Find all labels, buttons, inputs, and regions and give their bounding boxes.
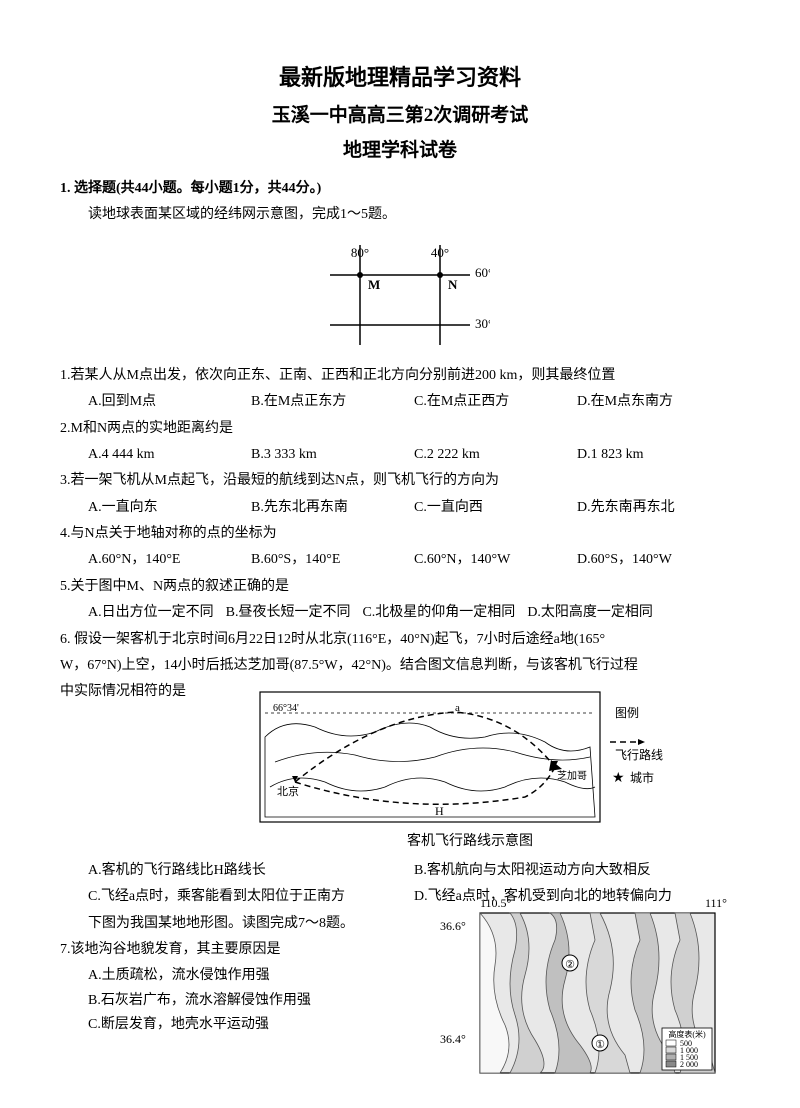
scale-2000: 2 000 <box>680 1060 698 1069</box>
q7-text: 7.该地沟谷地貌发育，其主要原因是 <box>60 939 430 961</box>
q1-b: B.在M点正东方 <box>251 391 414 413</box>
lon-right-label: 40° <box>431 245 449 260</box>
sub-title-1: 玉溪一中高高三第2次调研考试 <box>60 101 740 131</box>
q1-a: A.回到M点 <box>88 391 251 413</box>
q3-d: D.先东南再东北 <box>577 497 740 519</box>
q7-c: C.断层发育，地壳水平运动强 <box>60 1014 430 1036</box>
diagram2-caption: 客机飞行路线示意图 <box>200 831 740 853</box>
q6-options-row1: A.客机的飞行路线比H路线长 B.客机航向与太阳视运动方向大致相反 <box>60 860 740 882</box>
diagram-graticule: 80° 40° 60° 30° M N <box>60 235 740 355</box>
q7-a: A.土质疏松，流水侵蚀作用强 <box>60 965 430 987</box>
q7-instruction: 下图为我国某地地形图。读图完成7～8题。 <box>60 913 430 935</box>
q5-d: D.太阳高度一定相同 <box>527 602 653 624</box>
arctic-circle-label: 66°34' <box>273 703 299 714</box>
q3-text: 3.若一架飞机从M点起飞，沿最短的航线到达N点，则飞机飞行的方向为 <box>60 470 740 492</box>
q5-b: B.昼夜长短一定不同 <box>226 602 351 624</box>
q6-block: 6. 假设一架客机于北京时间6月22日12时从北京(116°E，40°N)起飞，… <box>60 629 740 909</box>
q6-line3: 中实际情况相符的是 <box>60 681 200 859</box>
chicago-label: 芝加哥 <box>557 769 587 782</box>
lat-bottom: 36.4° <box>440 1032 466 1046</box>
q5-c: C.北极星的仰角一定相同 <box>362 602 515 624</box>
q3-a: A.一直向东 <box>88 497 251 519</box>
q5-options: A.日出方位一定不同 B.昼夜长短一定不同 C.北极星的仰角一定相同 D.太阳高… <box>60 602 740 624</box>
q6-c: C.飞经a点时，乘客能看到太阳位于正南方 <box>88 886 414 908</box>
legend-title: 图例 <box>615 706 639 720</box>
marker-1: ① <box>595 1039 605 1051</box>
section-header: 1. 选择题(共44小题。每小题1分，共44分。) <box>60 178 740 200</box>
lon-left: 110.5° <box>480 896 512 910</box>
lon-left-label: 80° <box>351 245 369 260</box>
point-n-label: N <box>448 277 458 292</box>
q6-a: A.客机的飞行路线比H路线长 <box>88 860 414 882</box>
sub-title-2: 地理学科试卷 <box>60 136 740 166</box>
q1-text: 1.若某人从M点出发，依次向正东、正南、正西和正北方向分别前进200 km，则其… <box>60 365 740 387</box>
q2-b: B.3 333 km <box>251 444 414 466</box>
diagram-terrain: 110.5° 111° 36.6° 36.4° ① ② 高度表(米) 500 1… <box>440 895 760 1093</box>
lat-bottom-label: 30° <box>475 316 490 331</box>
lat-top: 36.6° <box>440 919 466 933</box>
q4-text: 4.与N点关于地轴对称的点的坐标为 <box>60 523 740 545</box>
diagram-flight-route: 66°34' a H 北京 芝加哥 图例 飞行路线 ★ 城市 <box>200 687 740 827</box>
q2-c: C.2 222 km <box>414 444 577 466</box>
q2-a: A.4 444 km <box>88 444 251 466</box>
q5-a: A.日出方位一定不同 <box>88 602 214 624</box>
q4-options: A.60°N，140°E B.60°S，140°E C.60°N，140°W D… <box>60 549 740 571</box>
q4-a: A.60°N，140°E <box>88 549 251 571</box>
instruction-1-5: 读地球表面某区域的经纬网示意图，完成1～5题。 <box>60 204 740 226</box>
q1-d: D.在M点东南方 <box>577 391 740 413</box>
q2-options: A.4 444 km B.3 333 km C.2 222 km D.1 823… <box>60 444 740 466</box>
scale-title: 高度表(米) <box>668 1029 706 1039</box>
marker-2: ② <box>565 959 575 971</box>
q3-options: A.一直向东 B.先东北再东南 C.一直向西 D.先东南再东北 <box>60 497 740 519</box>
q6-line1: 6. 假设一架客机于北京时间6月22日12时从北京(116°E，40°N)起飞，… <box>60 629 740 651</box>
lon-right: 111° <box>705 896 727 910</box>
beijing-label: 北京 <box>277 784 299 798</box>
q5-text: 5.关于图中M、N两点的叙述正确的是 <box>60 576 740 598</box>
q6-b: B.客机航向与太阳视运动方向大致相反 <box>414 860 740 882</box>
q1-c: C.在M点正西方 <box>414 391 577 413</box>
q4-c: C.60°N，140°W <box>414 549 577 571</box>
route-h-label: H <box>435 804 444 818</box>
q4-b: B.60°S，140°E <box>251 549 414 571</box>
q1-options: A.回到M点 B.在M点正东方 C.在M点正西方 D.在M点东南方 <box>60 391 740 413</box>
city-star-icon: ★ <box>612 771 625 786</box>
point-m-label: M <box>368 277 380 292</box>
q6-line2: W，67°N)上空，14小时后抵达芝加哥(87.5°W，42°N)。结合图文信息… <box>60 655 740 677</box>
legend-route: 飞行路线 <box>615 747 663 762</box>
q3-c: C.一直向西 <box>414 497 577 519</box>
q7-block: 下图为我国某地地形图。读图完成7～8题。 7.该地沟谷地貌发育，其主要原因是 A… <box>60 913 740 1093</box>
point-a-label: a <box>455 702 460 714</box>
lat-top-label: 60° <box>475 265 490 280</box>
q2-d: D.1 823 km <box>577 444 740 466</box>
q4-d: D.60°S，140°W <box>577 549 740 571</box>
q7-b: B.石灰岩广布，流水溶解侵蚀作用强 <box>60 990 430 1012</box>
q3-b: B.先东北再东南 <box>251 497 414 519</box>
legend-city: 城市 <box>630 770 654 785</box>
main-title: 最新版地理精品学习资料 <box>60 60 740 95</box>
q2-text: 2.M和N两点的实地距离约是 <box>60 418 740 440</box>
